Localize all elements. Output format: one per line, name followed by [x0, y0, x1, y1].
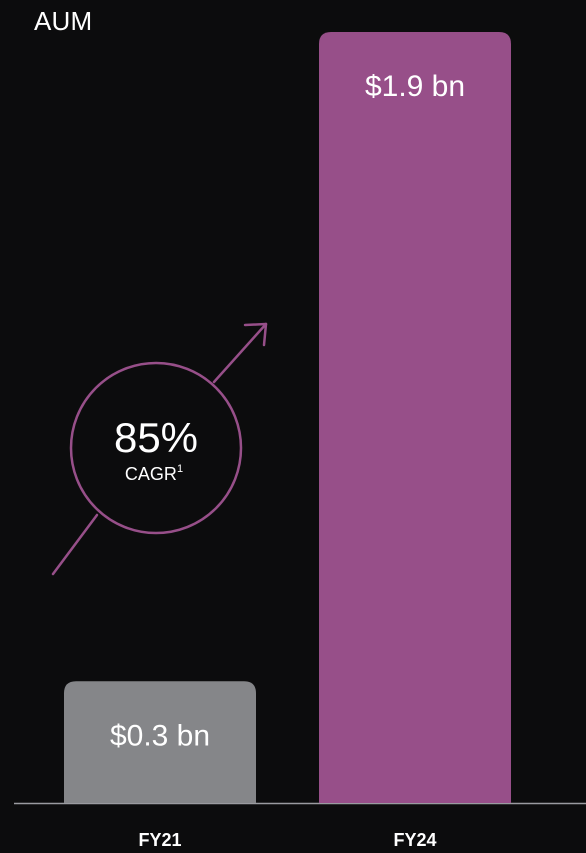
bar-fy21 — [64, 681, 256, 803]
cagr-arrow-shaft-upper — [212, 322, 268, 384]
x-tick-labels-layer: FY21 FY24 — [138, 830, 436, 850]
bars-layer — [64, 32, 511, 803]
bar-fy24 — [319, 32, 511, 803]
data-labels-layer: $0.3 bn $1.9 bn — [110, 70, 465, 752]
cagr-circle — [69, 361, 243, 535]
chart-title: AUM — [34, 6, 93, 36]
cagr-footnote-marker: 1 — [177, 463, 183, 475]
data-label-fy24: $1.9 bn — [365, 70, 465, 103]
cagr-label: CAGR1 — [125, 463, 183, 484]
cagr-value: 85% — [114, 414, 198, 461]
cagr-arrow-shaft-lower — [51, 513, 99, 576]
cagr-annotation: 85% CAGR1 — [51, 322, 268, 576]
x-tick-label-fy24: FY24 — [393, 830, 436, 850]
diagonal-arrow-icon — [243, 322, 268, 347]
data-label-fy21: $0.3 bn — [110, 719, 210, 752]
x-tick-label-fy21: FY21 — [138, 830, 181, 850]
cagr-label-text: CAGR — [125, 464, 177, 484]
